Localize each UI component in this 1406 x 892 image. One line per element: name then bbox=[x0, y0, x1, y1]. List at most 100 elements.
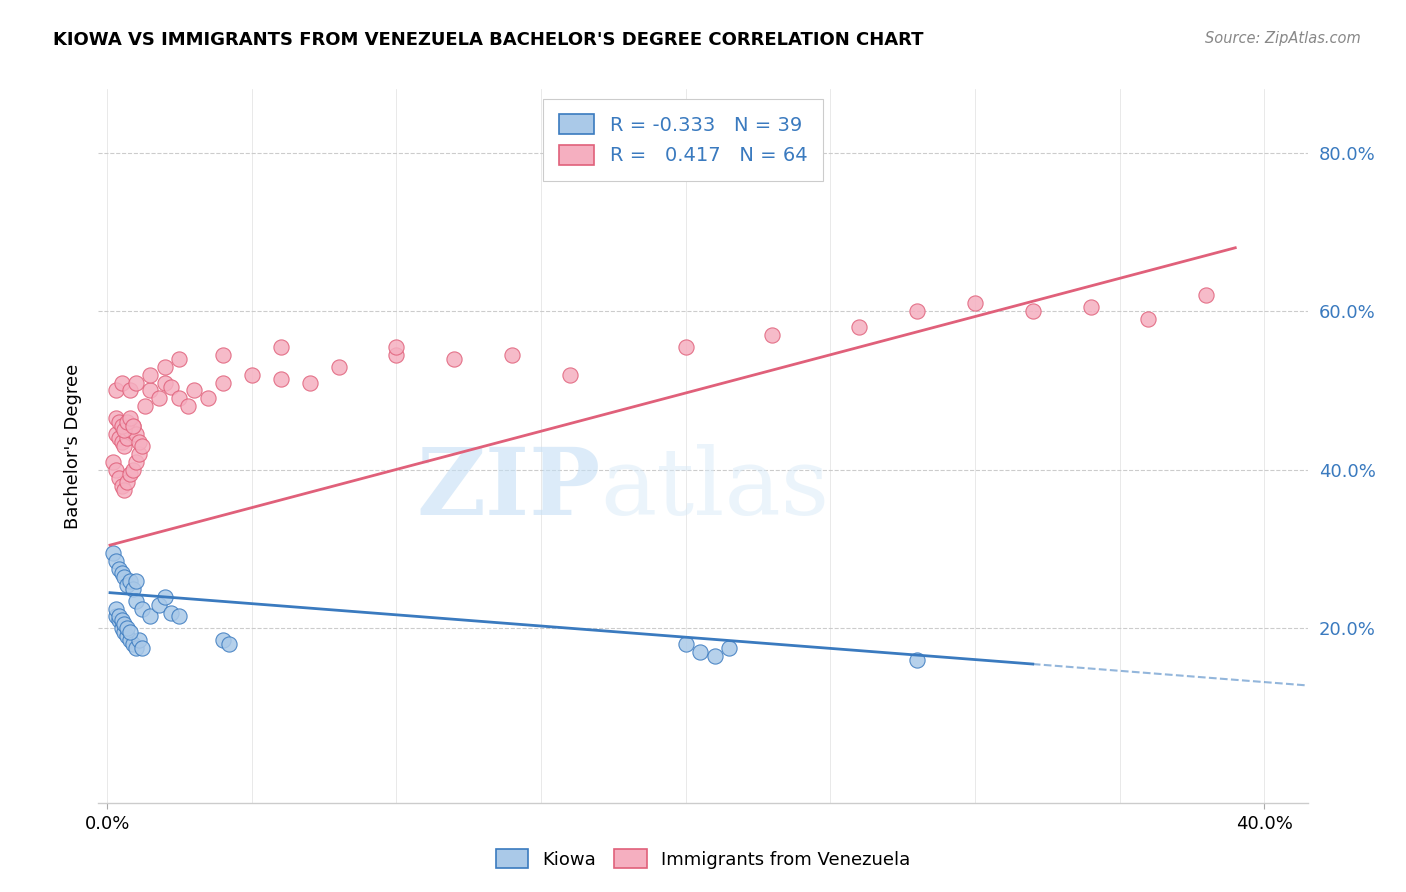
Point bbox=[703, 649, 725, 664]
Point bbox=[114, 570, 136, 584]
Point bbox=[120, 625, 142, 640]
Point bbox=[117, 475, 139, 489]
Point bbox=[125, 427, 148, 442]
Point bbox=[107, 415, 129, 429]
Point bbox=[1080, 300, 1102, 314]
Point bbox=[159, 379, 181, 393]
Point bbox=[125, 593, 148, 607]
Point bbox=[117, 621, 139, 635]
Point bbox=[101, 455, 124, 469]
Point bbox=[122, 419, 145, 434]
Text: ZIP: ZIP bbox=[416, 444, 600, 533]
Point bbox=[501, 348, 523, 362]
Point bbox=[120, 574, 142, 588]
Point bbox=[675, 340, 697, 354]
Point bbox=[104, 609, 127, 624]
Point bbox=[117, 431, 139, 445]
Point bbox=[689, 645, 711, 659]
Point bbox=[1195, 288, 1218, 302]
Point bbox=[148, 598, 170, 612]
Point bbox=[134, 400, 156, 414]
Point bbox=[110, 478, 132, 492]
Point bbox=[169, 392, 191, 406]
Point bbox=[122, 419, 145, 434]
Point bbox=[328, 359, 350, 374]
Point bbox=[240, 368, 263, 382]
Point bbox=[131, 439, 153, 453]
Point bbox=[110, 419, 132, 434]
Point bbox=[110, 435, 132, 450]
Point bbox=[104, 427, 127, 442]
Point bbox=[139, 384, 162, 398]
Point bbox=[125, 376, 148, 390]
Point bbox=[905, 304, 928, 318]
Point bbox=[107, 609, 129, 624]
Point bbox=[218, 637, 240, 651]
Point bbox=[104, 601, 127, 615]
Point bbox=[270, 340, 292, 354]
Point bbox=[1137, 312, 1160, 326]
Point bbox=[183, 384, 205, 398]
Point bbox=[128, 633, 150, 648]
Point bbox=[114, 483, 136, 497]
Point bbox=[558, 368, 581, 382]
Point bbox=[125, 574, 148, 588]
Point bbox=[131, 601, 153, 615]
Point bbox=[211, 348, 233, 362]
Point bbox=[298, 376, 321, 390]
Point bbox=[385, 348, 408, 362]
Point bbox=[385, 340, 408, 354]
Point bbox=[197, 392, 219, 406]
Point bbox=[177, 400, 200, 414]
Point bbox=[153, 590, 176, 604]
Point bbox=[675, 637, 697, 651]
Point bbox=[107, 562, 129, 576]
Point bbox=[114, 625, 136, 640]
Text: Source: ZipAtlas.com: Source: ZipAtlas.com bbox=[1205, 31, 1361, 46]
Point bbox=[169, 351, 191, 366]
Point bbox=[270, 371, 292, 385]
Point bbox=[963, 296, 986, 310]
Point bbox=[125, 641, 148, 656]
Point bbox=[211, 376, 233, 390]
Point bbox=[139, 368, 162, 382]
Point bbox=[905, 653, 928, 667]
Point bbox=[718, 641, 741, 656]
Point bbox=[125, 455, 148, 469]
Point bbox=[117, 415, 139, 429]
Text: atlas: atlas bbox=[600, 444, 830, 533]
Point bbox=[110, 566, 132, 580]
Point bbox=[107, 431, 129, 445]
Point bbox=[110, 376, 132, 390]
Point bbox=[110, 614, 132, 628]
Point bbox=[110, 621, 132, 635]
Point bbox=[120, 423, 142, 437]
Point bbox=[104, 411, 127, 425]
Point bbox=[104, 554, 127, 568]
Point bbox=[122, 463, 145, 477]
Point bbox=[139, 609, 162, 624]
Point bbox=[114, 423, 136, 437]
Point bbox=[128, 435, 150, 450]
Point bbox=[211, 633, 233, 648]
Point bbox=[153, 359, 176, 374]
Point bbox=[101, 546, 124, 560]
Point bbox=[120, 633, 142, 648]
Point bbox=[159, 606, 181, 620]
Point bbox=[107, 614, 129, 628]
Point bbox=[117, 578, 139, 592]
Point bbox=[122, 582, 145, 596]
Point bbox=[122, 637, 145, 651]
Point bbox=[153, 376, 176, 390]
Point bbox=[120, 384, 142, 398]
Point bbox=[761, 328, 783, 343]
Point bbox=[848, 320, 870, 334]
Point bbox=[1022, 304, 1045, 318]
Legend: R = -0.333   N = 39, R =   0.417   N = 64: R = -0.333 N = 39, R = 0.417 N = 64 bbox=[544, 99, 823, 181]
Point bbox=[120, 467, 142, 481]
Point bbox=[114, 439, 136, 453]
Point bbox=[104, 463, 127, 477]
Point bbox=[120, 411, 142, 425]
Point bbox=[114, 617, 136, 632]
Y-axis label: Bachelor's Degree: Bachelor's Degree bbox=[63, 363, 82, 529]
